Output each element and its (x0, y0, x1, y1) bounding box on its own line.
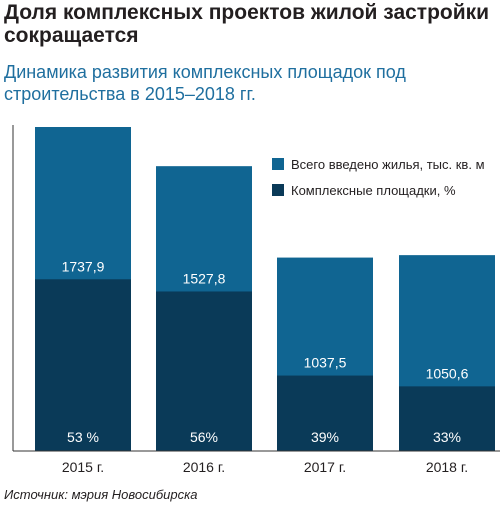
category-label-0: 2015 г. (62, 459, 104, 475)
legend-label-1: Комплексные площадки, % (291, 183, 456, 198)
value-label-complex-3: 33% (433, 429, 461, 445)
bar-complex-3 (399, 386, 495, 451)
legend-swatch-0 (272, 158, 284, 170)
value-label-total-0: 1737,9 (62, 258, 105, 274)
legend-swatch-1 (272, 184, 284, 196)
category-label-1: 2016 г. (183, 459, 225, 475)
chart-subtitle: Динамика развития комплексных площадок п… (4, 62, 406, 104)
legend: Всего введено жилья, тыс. кв. м Комплексн… (272, 157, 485, 198)
source-note: Источник: мэрия Новосибирска (4, 487, 198, 502)
labels-layer: 1737,9 53 % 2015 г. 1527,8 56% 2016 г. 1037,5 3… (62, 258, 469, 475)
bar-complex-1 (156, 291, 252, 451)
value-label-total-2: 1037,5 (304, 355, 347, 371)
chart-headline: Доля комплексных проектов жилой застройк… (4, 1, 490, 47)
bars-layer (35, 127, 495, 451)
bar-complex-0 (35, 279, 131, 451)
legend-label-0: Всего введено жилья, тыс. кв. м (291, 157, 485, 172)
category-label-3: 2018 г. (426, 459, 468, 475)
value-label-total-3: 1050,6 (426, 365, 469, 381)
value-label-complex-0: 53 % (67, 429, 99, 445)
value-label-complex-1: 56% (190, 429, 218, 445)
value-label-total-1: 1527,8 (183, 270, 226, 286)
bar-complex-2 (277, 375, 373, 451)
category-label-2: 2017 г. (304, 459, 346, 475)
value-label-complex-2: 39% (311, 429, 339, 445)
